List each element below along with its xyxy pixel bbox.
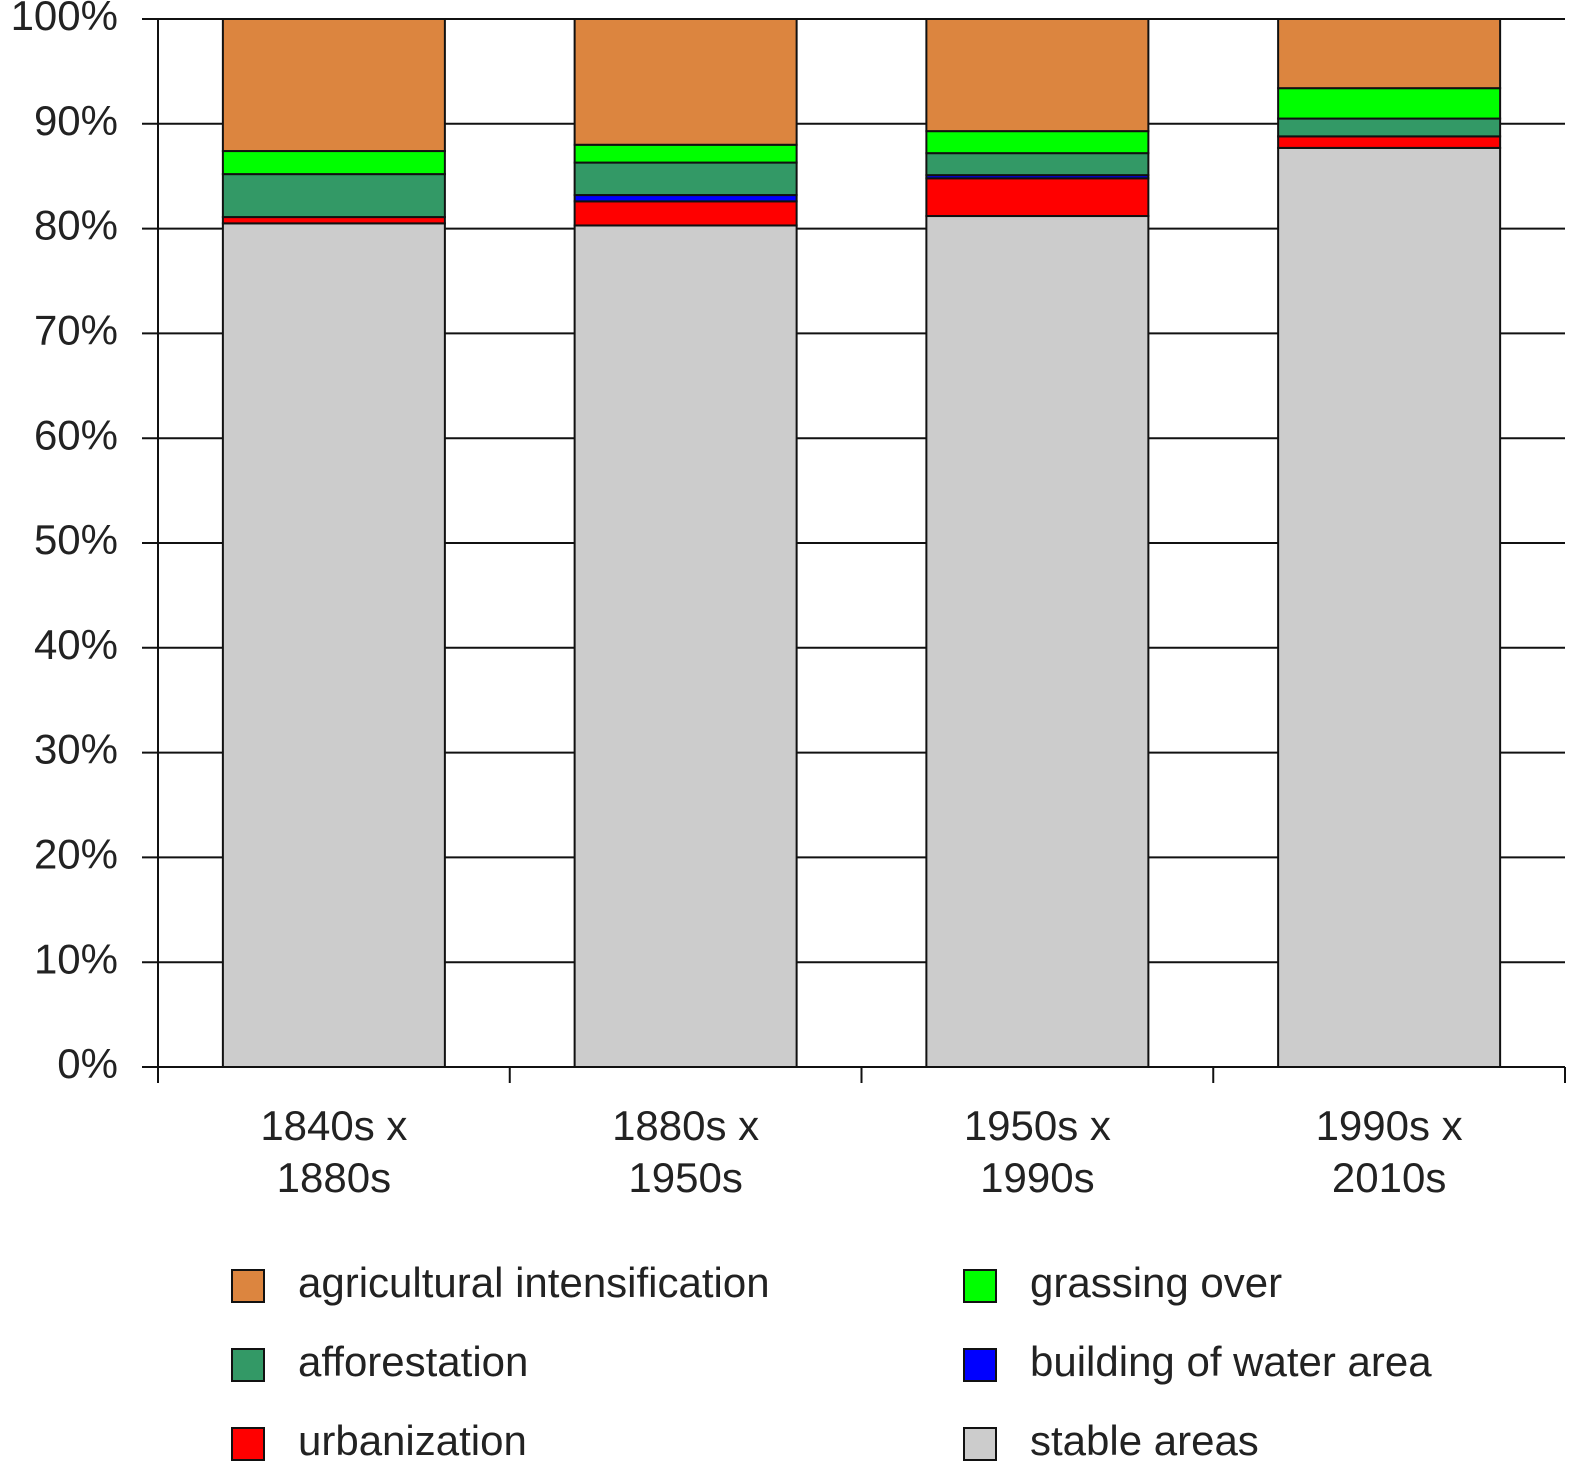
bar-segment bbox=[573, 143, 798, 164]
y-tick-label: 50% bbox=[34, 516, 118, 563]
bar-segment bbox=[221, 150, 446, 176]
legend-swatch bbox=[963, 1348, 997, 1382]
y-tick-label: 0% bbox=[57, 1040, 118, 1087]
legend-swatch bbox=[231, 1427, 265, 1461]
x-tick-label: 1990s x 2010s bbox=[1315, 1102, 1463, 1201]
bar-segment bbox=[1277, 146, 1502, 1069]
bar-segment bbox=[1277, 18, 1502, 90]
bar-segment bbox=[1277, 87, 1502, 120]
x-tick-label: 1950s x 1990s bbox=[963, 1102, 1111, 1201]
y-tick-label: 10% bbox=[34, 935, 118, 982]
bar-segment bbox=[925, 215, 1150, 1069]
y-tick-label: 60% bbox=[34, 411, 118, 458]
legend-label: stable areas bbox=[1030, 1417, 1259, 1464]
y-tick-label: 70% bbox=[34, 306, 118, 353]
bar-segment bbox=[573, 200, 798, 227]
legend-swatch bbox=[231, 1348, 265, 1382]
bar-segment bbox=[221, 173, 446, 219]
y-tick-label: 30% bbox=[34, 726, 118, 773]
x-tick-label: 1880s x 1950s bbox=[612, 1102, 760, 1201]
legend-label: urbanization bbox=[298, 1417, 527, 1464]
bar-segment bbox=[925, 130, 1150, 155]
bar-segment bbox=[1277, 117, 1502, 138]
legend-swatch bbox=[231, 1269, 265, 1303]
bar-segment bbox=[221, 18, 446, 153]
legend-label: grassing over bbox=[1030, 1259, 1282, 1306]
legend-label: building of water area bbox=[1030, 1338, 1432, 1385]
bar-segment bbox=[573, 224, 798, 1068]
y-tick-label: 40% bbox=[34, 621, 118, 668]
legend-swatch bbox=[963, 1427, 997, 1461]
y-tick-label: 100% bbox=[11, 0, 118, 39]
x-tick-label: 1840s x 1880s bbox=[260, 1102, 408, 1201]
bar-segment bbox=[925, 152, 1150, 177]
legend-swatch bbox=[963, 1269, 997, 1303]
legend-label: agricultural intensification bbox=[298, 1259, 770, 1306]
bar-segment bbox=[1277, 135, 1502, 149]
bar-segment bbox=[925, 18, 1150, 133]
bar-segment bbox=[573, 18, 798, 146]
y-tick-label: 90% bbox=[34, 97, 118, 144]
y-tick-label: 20% bbox=[34, 830, 118, 877]
bar-segment bbox=[925, 177, 1150, 218]
legend-label: afforestation bbox=[298, 1338, 528, 1385]
bar-segment bbox=[573, 161, 798, 197]
bar-segment bbox=[221, 222, 446, 1069]
y-tick-label: 80% bbox=[34, 202, 118, 249]
